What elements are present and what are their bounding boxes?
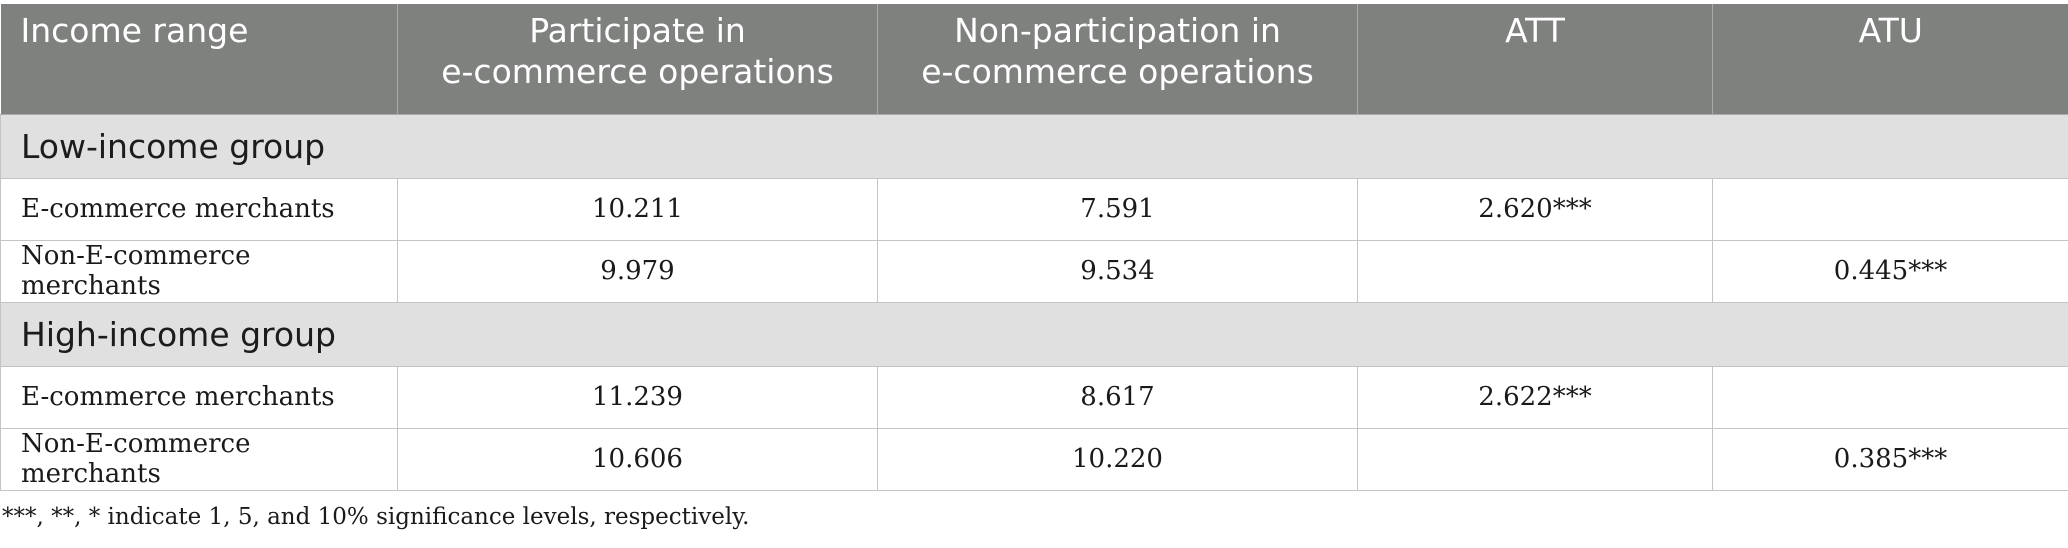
header-participate: Participate in e-commerce operations	[397, 4, 878, 115]
table-row: Non-E-commerce merchants 10.606 10.220 0…	[0, 427, 2068, 491]
table-footnote: ***, **, * indicate 1, 5, and 10% signif…	[2, 504, 750, 530]
group-row-low-income: Low-income group	[0, 113, 2068, 179]
cell-participate: 11.239	[397, 365, 878, 429]
row-label: E-commerce merchants	[0, 365, 398, 429]
header-att: ATT	[1357, 4, 1713, 115]
cell-participate: 9.979	[397, 239, 878, 303]
cell-non-participation: 7.591	[877, 177, 1358, 241]
cell-atu	[1712, 177, 2068, 241]
table-row: Non-E-commerce merchants 9.979 9.534 0.4…	[0, 239, 2068, 303]
cell-participate: 10.211	[397, 177, 878, 241]
results-table-container: Income range Participate in e-commerce o…	[0, 4, 2068, 491]
cell-att: 2.622***	[1357, 365, 1713, 429]
cell-non-participation: 10.220	[877, 427, 1358, 491]
row-label: Non-E-commerce merchants	[0, 427, 398, 491]
cell-non-participation: 9.534	[877, 239, 1358, 303]
table-header-row: Income range Participate in e-commerce o…	[0, 4, 2068, 115]
header-atu: ATU	[1712, 4, 2068, 115]
cell-atu: 0.445***	[1712, 239, 2068, 303]
group-row-high-income: High-income group	[0, 301, 2068, 367]
table-row: E-commerce merchants 11.239 8.617 2.622*…	[0, 365, 2068, 429]
table-row: E-commerce merchants 10.211 7.591 2.620*…	[0, 177, 2068, 241]
cell-atu	[1712, 365, 2068, 429]
cell-att: 2.620***	[1357, 177, 1713, 241]
cell-participate: 10.606	[397, 427, 878, 491]
cell-att	[1357, 239, 1713, 303]
row-label: Non-E-commerce merchants	[0, 239, 398, 303]
header-income-range: Income range	[0, 4, 398, 115]
group-label: High-income group	[0, 301, 2068, 367]
cell-att	[1357, 427, 1713, 491]
row-label: E-commerce merchants	[0, 177, 398, 241]
group-label: Low-income group	[0, 113, 2068, 179]
results-table: Income range Participate in e-commerce o…	[0, 4, 2068, 491]
cell-non-participation: 8.617	[877, 365, 1358, 429]
header-non-participation: Non-participation in e-commerce operatio…	[877, 4, 1358, 115]
cell-atu: 0.385***	[1712, 427, 2068, 491]
